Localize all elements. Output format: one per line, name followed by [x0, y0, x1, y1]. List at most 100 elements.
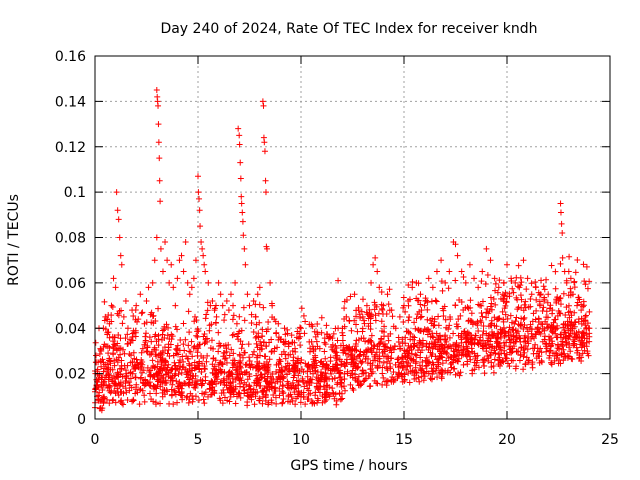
data-point — [417, 291, 424, 298]
data-point — [183, 371, 190, 378]
data-point — [567, 275, 574, 282]
data-point — [198, 382, 205, 389]
data-point — [176, 389, 183, 396]
data-point — [538, 359, 545, 366]
grid-lines — [95, 56, 610, 419]
data-point — [147, 367, 154, 374]
data-point — [453, 321, 460, 328]
data-point — [438, 375, 445, 382]
data-point — [197, 223, 204, 230]
data-point — [546, 336, 553, 343]
data-point — [405, 370, 412, 377]
data-point — [322, 341, 329, 348]
data-point — [337, 396, 344, 403]
data-point — [113, 347, 120, 354]
data-point — [500, 318, 507, 325]
data-point — [363, 353, 370, 360]
data-point — [159, 347, 166, 354]
data-point — [223, 298, 230, 305]
data-point — [292, 345, 299, 352]
data-point — [416, 362, 423, 369]
data-point — [282, 338, 289, 345]
data-point — [159, 268, 166, 275]
data-point — [575, 316, 582, 323]
data-point — [421, 302, 428, 309]
data-point — [187, 372, 194, 379]
data-point — [566, 253, 573, 260]
data-point — [411, 340, 418, 347]
chart-title: Day 240 of 2024, Rate Of TEC Index for r… — [160, 21, 537, 37]
data-point — [166, 279, 173, 286]
data-point — [250, 298, 257, 305]
data-point — [199, 360, 206, 367]
data-point — [216, 340, 223, 347]
data-point — [467, 331, 474, 338]
data-point — [132, 374, 139, 381]
data-point — [520, 316, 527, 323]
data-point — [571, 284, 578, 291]
data-point — [458, 268, 465, 275]
data-point — [254, 352, 261, 359]
data-point — [497, 330, 504, 337]
data-point — [342, 350, 349, 357]
data-point — [97, 345, 104, 352]
data-point — [112, 390, 119, 397]
data-point — [199, 390, 206, 397]
data-point — [429, 315, 436, 322]
data-point — [268, 336, 275, 343]
data-point — [192, 385, 199, 392]
data-point — [261, 148, 268, 155]
data-point — [385, 337, 392, 344]
data-point — [105, 329, 112, 336]
data-point — [168, 261, 175, 268]
data-point — [191, 359, 198, 366]
data-point — [334, 379, 341, 386]
data-point — [200, 252, 207, 259]
data-point — [130, 312, 137, 319]
data-point — [499, 296, 506, 303]
data-point — [301, 330, 308, 337]
data-point — [412, 351, 419, 358]
data-point — [228, 346, 235, 353]
data-point — [268, 399, 275, 406]
data-point — [157, 365, 164, 372]
data-point — [267, 374, 274, 381]
data-point — [157, 198, 164, 205]
data-point — [185, 399, 192, 406]
data-point — [227, 390, 234, 397]
data-point — [495, 343, 502, 350]
data-point — [98, 382, 105, 389]
data-point — [441, 303, 448, 310]
data-point — [337, 374, 344, 381]
data-point — [159, 355, 166, 362]
data-point — [426, 328, 433, 335]
data-point — [568, 312, 575, 319]
data-point — [450, 330, 457, 337]
data-point — [256, 383, 263, 390]
data-point — [517, 292, 524, 299]
data-point — [277, 358, 284, 365]
data-point — [115, 374, 122, 381]
data-point — [243, 361, 250, 368]
data-point — [556, 345, 563, 352]
data-point — [409, 367, 416, 374]
data-point — [234, 363, 241, 370]
y-tick-label: 0.06 — [55, 276, 86, 292]
data-point — [362, 338, 369, 345]
data-point — [339, 332, 346, 339]
data-point — [403, 366, 410, 373]
data-point — [285, 367, 292, 374]
data-point — [450, 354, 457, 361]
data-point — [322, 369, 329, 376]
data-point — [500, 279, 507, 286]
y-tick-label: 0.02 — [55, 367, 86, 383]
data-point — [510, 357, 517, 364]
data-point — [561, 327, 568, 334]
data-point — [307, 368, 314, 375]
data-point — [507, 346, 514, 353]
data-point — [227, 291, 234, 298]
data-point — [559, 338, 566, 345]
data-point — [207, 381, 214, 388]
data-point — [516, 332, 523, 339]
data-point — [109, 303, 116, 310]
